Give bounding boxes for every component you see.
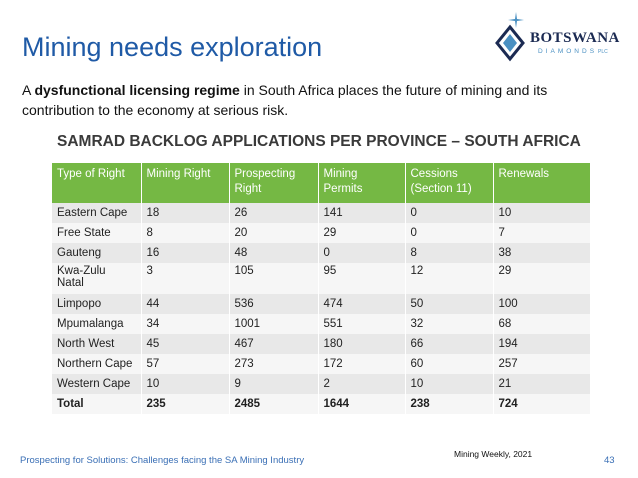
mining-permits-cell: 180 [318, 334, 406, 354]
prospecting-right-cell: 105 [229, 263, 319, 294]
header-mining-permits: Mining Permits [318, 163, 406, 203]
table-total-row: Total 235 2485 1644 238 724 [52, 394, 591, 414]
prospecting-right-cell: 26 [229, 203, 319, 223]
header-prospecting-right: Prospecting Right [229, 163, 319, 203]
cessions-cell: 8 [405, 243, 494, 263]
table-row: Gauteng 16 48 0 8 38 [52, 243, 591, 263]
renewals-cell: 68 [493, 314, 591, 334]
province-cell: Mpumalanga [52, 314, 142, 334]
province-cell: North West [52, 334, 142, 354]
prospecting-right-cell: 273 [229, 354, 319, 374]
prospecting-right-cell: 536 [229, 294, 319, 314]
logo-plc: PLC [598, 49, 608, 55]
table-row: Free State 8 20 29 0 7 [52, 223, 591, 243]
mining-right-cell: 18 [141, 203, 230, 223]
mining-right-cell: 8 [141, 223, 230, 243]
page-number: 43 [604, 455, 615, 466]
header-cessions: Cessions (Section 11) [405, 163, 494, 203]
table-header-row: Type of Right Mining Right Prospecting R… [52, 163, 591, 203]
diamond-logo-icon [495, 12, 525, 62]
mining-permits-cell: 172 [318, 354, 406, 374]
slide-title: Mining needs exploration [22, 32, 323, 62]
cessions-cell: 60 [405, 354, 494, 374]
cessions-cell: 0 [405, 203, 494, 223]
province-cell: Total [52, 394, 142, 414]
mining-permits-cell: 551 [318, 314, 406, 334]
table-row: Northern Cape 57 273 172 60 257 [52, 354, 591, 374]
mining-permits-cell: 2 [318, 374, 406, 394]
mining-permits-cell: 95 [318, 263, 406, 294]
intro-emphasis: dysfunctional licensing regime [34, 82, 240, 98]
prospecting-right-cell: 20 [229, 223, 319, 243]
header-type-of-right: Type of Right [52, 163, 142, 203]
table-row: Eastern Cape 18 26 141 0 10 [52, 203, 591, 223]
mining-right-cell: 235 [141, 394, 230, 414]
renewals-cell: 29 [493, 263, 591, 294]
province-cell: Limpopo [52, 294, 142, 314]
mining-right-cell: 10 [141, 374, 230, 394]
table-row: Limpopo 44 536 474 50 100 [52, 294, 591, 314]
mining-right-cell: 57 [141, 354, 230, 374]
renewals-cell: 194 [493, 334, 591, 354]
table-heading: SAMRAD BACKLOG APPLICATIONS PER PROVINCE… [57, 133, 581, 150]
mining-right-cell: 16 [141, 243, 230, 263]
mining-permits-cell: 1644 [318, 394, 406, 414]
table-row: North West 45 467 180 66 194 [52, 334, 591, 354]
province-cell: Western Cape [52, 374, 142, 394]
cessions-cell: 238 [405, 394, 494, 414]
province-cell: Northern Cape [52, 354, 142, 374]
prospecting-right-cell: 1001 [229, 314, 319, 334]
renewals-cell: 21 [493, 374, 591, 394]
prospecting-right-cell: 48 [229, 243, 319, 263]
renewals-cell: 10 [493, 203, 591, 223]
province-cell: Eastern Cape [52, 203, 142, 223]
renewals-cell: 7 [493, 223, 591, 243]
footer-text: Prospecting for Solutions: Challenges fa… [20, 455, 305, 466]
prospecting-right-cell: 9 [229, 374, 319, 394]
prospecting-right-cell: 2485 [229, 394, 319, 414]
intro-text: A dysfunctional licensing regime in Sout… [22, 80, 582, 120]
intro-suffix: in South Africa places the future of min… [22, 82, 548, 118]
province-cell: Kwa-Zulu Natal [52, 263, 142, 294]
mining-right-cell: 34 [141, 314, 230, 334]
cessions-cell: 0 [405, 223, 494, 243]
mining-permits-cell: 474 [318, 294, 406, 314]
mining-right-cell: 3 [141, 263, 230, 294]
renewals-cell: 38 [493, 243, 591, 263]
source-citation: Mining Weekly, 2021 [454, 449, 533, 459]
cessions-cell: 66 [405, 334, 494, 354]
cessions-cell: 10 [405, 374, 494, 394]
table-row: Mpumalanga 34 1001 551 32 68 [52, 314, 591, 334]
header-renewals: Renewals [493, 163, 591, 203]
cessions-cell: 32 [405, 314, 494, 334]
province-cell: Free State [52, 223, 142, 243]
botswana-diamonds-logo: BOTSWANA DIAMONDSPLC [492, 10, 620, 66]
logo-subtitle: DIAMONDSPLC [538, 48, 608, 55]
table-row: Kwa-Zulu Natal 3 105 95 12 29 [52, 263, 591, 294]
mining-permits-cell: 29 [318, 223, 406, 243]
renewals-cell: 100 [493, 294, 591, 314]
table-row: Western Cape 10 9 2 10 21 [52, 374, 591, 394]
province-cell: Gauteng [52, 243, 142, 263]
intro-prefix: A [22, 82, 35, 98]
header-mining-right: Mining Right [141, 163, 230, 203]
renewals-cell: 724 [493, 394, 591, 414]
mining-right-cell: 45 [141, 334, 230, 354]
logo-sub-text: DIAMONDS [538, 48, 598, 55]
logo-name: BOTSWANA [530, 30, 620, 46]
mining-right-cell: 44 [141, 294, 230, 314]
prospecting-right-cell: 467 [229, 334, 319, 354]
cessions-cell: 50 [405, 294, 494, 314]
mining-permits-cell: 141 [318, 203, 406, 223]
mining-permits-cell: 0 [318, 243, 406, 263]
renewals-cell: 257 [493, 354, 591, 374]
cessions-cell: 12 [405, 263, 494, 294]
backlog-table: Type of Right Mining Right Prospecting R… [52, 163, 591, 414]
